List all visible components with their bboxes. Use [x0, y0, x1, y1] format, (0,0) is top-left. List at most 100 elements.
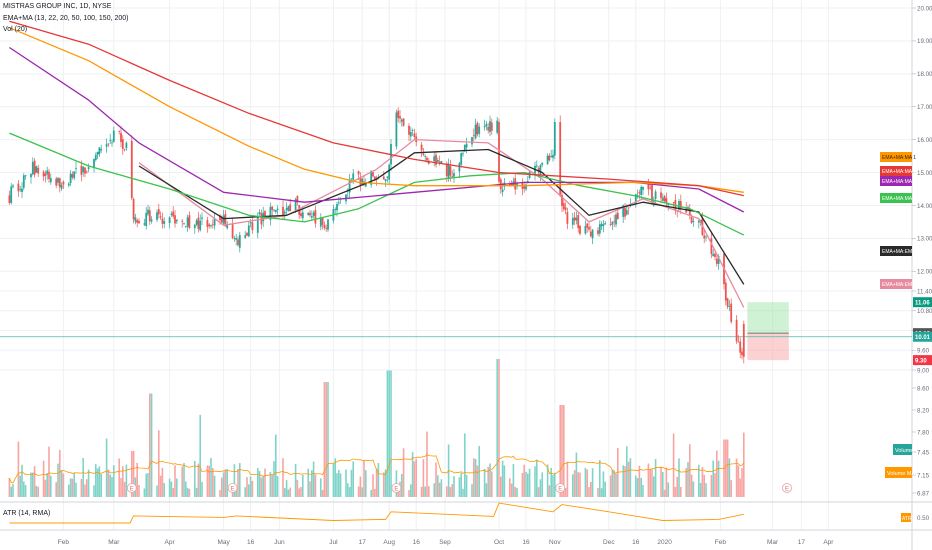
candle-body: [37, 167, 40, 174]
candle: [183, 222, 185, 225]
volume-bar: [42, 460, 45, 497]
volume-bar: [410, 484, 412, 497]
volume-bar: [10, 486, 12, 497]
volume-bar: [244, 487, 246, 497]
price-axis-label: 9.60: [917, 348, 930, 355]
earnings-label: E: [130, 487, 134, 493]
time-axis-label: 16: [632, 539, 640, 546]
time-axis-label: 16: [522, 539, 530, 546]
candle: [211, 219, 214, 229]
candle: [235, 233, 238, 246]
candle-body: [460, 153, 463, 165]
volume-bar: [258, 471, 261, 497]
candle-body: [256, 215, 259, 233]
time-axis-label: 17: [798, 539, 806, 546]
candle: [109, 133, 112, 145]
candle-body: [46, 170, 49, 175]
volume-bar: [336, 473, 338, 497]
candle: [37, 164, 40, 177]
candle: [714, 252, 716, 261]
candle-body: [382, 176, 385, 180]
ma-right-label-bg: [880, 279, 912, 289]
time-axis-label: 16: [413, 539, 421, 546]
volume-bar: [262, 476, 264, 497]
candle-body: [325, 227, 328, 229]
candle-body: [148, 210, 151, 222]
candle-body: [201, 217, 203, 219]
volume-bar: [660, 466, 662, 497]
candle: [436, 157, 439, 163]
candle: [12, 183, 14, 189]
candle: [573, 212, 576, 226]
volume-bar: [188, 488, 191, 497]
volume-bar: [640, 478, 642, 497]
volume-bar: [222, 472, 225, 497]
volume-bar: [422, 459, 425, 497]
candle-body: [678, 201, 680, 210]
candle-body: [69, 173, 72, 183]
candle: [451, 169, 454, 178]
candle-body: [44, 173, 47, 176]
candle: [96, 151, 99, 160]
volume-bar: [50, 475, 52, 497]
candle-body: [186, 217, 189, 227]
volume-bar: [692, 481, 695, 497]
candle-body: [364, 182, 367, 187]
candle-body: [296, 196, 299, 203]
volume-bar: [361, 487, 363, 497]
candle: [399, 110, 401, 124]
candle: [386, 176, 389, 183]
candle: [111, 139, 113, 147]
candle: [382, 170, 385, 180]
candle-body: [314, 209, 317, 224]
candle: [348, 173, 351, 199]
ma-100-line: [9, 46, 745, 213]
volume-bar: [514, 486, 516, 497]
volume-bar: [474, 458, 477, 497]
candle-body: [714, 253, 716, 257]
price-axis-label: 19.00: [917, 38, 932, 45]
candle-body: [285, 208, 288, 210]
candle: [458, 161, 461, 178]
candle-body: [237, 239, 239, 246]
candle-body: [273, 209, 275, 211]
ma-right-label-text: EMA+MA:MA 1: [882, 169, 916, 175]
earnings-marker: E: [555, 483, 566, 493]
candle-body: [710, 238, 713, 254]
volume-bar: [626, 446, 628, 497]
candle-body: [274, 209, 277, 213]
candle: [559, 115, 562, 198]
volume-bar: [629, 458, 632, 497]
candle-body: [624, 207, 626, 217]
candle: [498, 118, 500, 186]
volume-bar: [546, 464, 549, 497]
candle-body: [730, 303, 733, 322]
price-badge: 11.06: [913, 297, 932, 308]
candle-body: [294, 199, 297, 211]
candle: [181, 218, 184, 228]
candle-body: [548, 155, 551, 161]
candle: [627, 207, 630, 215]
earnings-circle: [391, 483, 402, 493]
candle-body: [445, 163, 448, 177]
candle-body: [337, 202, 340, 204]
candle-body: [258, 212, 261, 215]
volume-bar: [473, 458, 475, 497]
candle: [208, 222, 211, 229]
volume-bar: [68, 484, 70, 497]
candle: [21, 182, 23, 199]
candle-body: [739, 341, 742, 353]
candle-body: [226, 225, 229, 229]
candle: [314, 205, 317, 228]
candle-body: [436, 159, 439, 162]
candle: [514, 174, 517, 195]
volume-bar: [449, 487, 452, 497]
candle-body: [552, 154, 554, 158]
candle: [125, 141, 128, 151]
candle-body: [372, 172, 374, 177]
candle: [210, 224, 212, 229]
time-axis-label: Mar: [108, 539, 120, 546]
candle-body: [156, 212, 158, 220]
time-axis-label: Feb: [715, 539, 727, 546]
volume-bar: [415, 458, 417, 497]
